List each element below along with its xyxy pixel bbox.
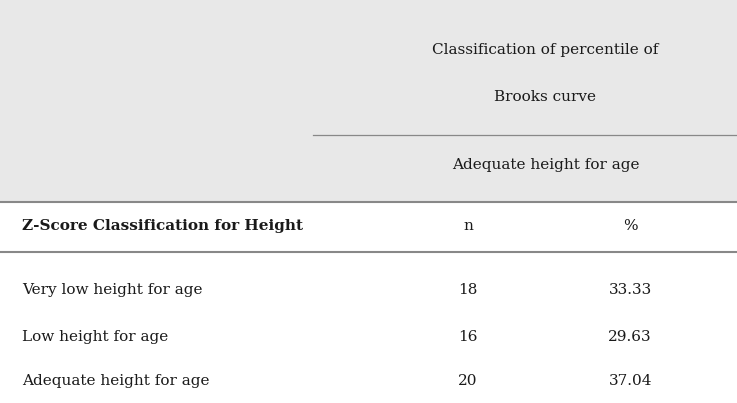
Text: Adequate height for age: Adequate height for age xyxy=(22,374,209,388)
Text: 33.33: 33.33 xyxy=(609,283,652,297)
Text: Very low height for age: Very low height for age xyxy=(22,283,203,297)
Text: 37.04: 37.04 xyxy=(608,374,652,388)
Text: Classification of percentile of: Classification of percentile of xyxy=(432,44,659,57)
Text: n: n xyxy=(463,219,473,233)
Text: 16: 16 xyxy=(458,330,478,343)
Text: %: % xyxy=(623,219,638,233)
Text: Low height for age: Low height for age xyxy=(22,330,168,343)
Text: Brooks curve: Brooks curve xyxy=(495,90,596,104)
Text: 18: 18 xyxy=(458,283,478,297)
Text: Z-Score Classification for Height: Z-Score Classification for Height xyxy=(22,219,303,233)
Text: Adequate height for age: Adequate height for age xyxy=(452,158,639,172)
Bar xyxy=(0,202,737,403)
Text: 29.63: 29.63 xyxy=(608,330,652,343)
Text: 20: 20 xyxy=(458,374,478,388)
